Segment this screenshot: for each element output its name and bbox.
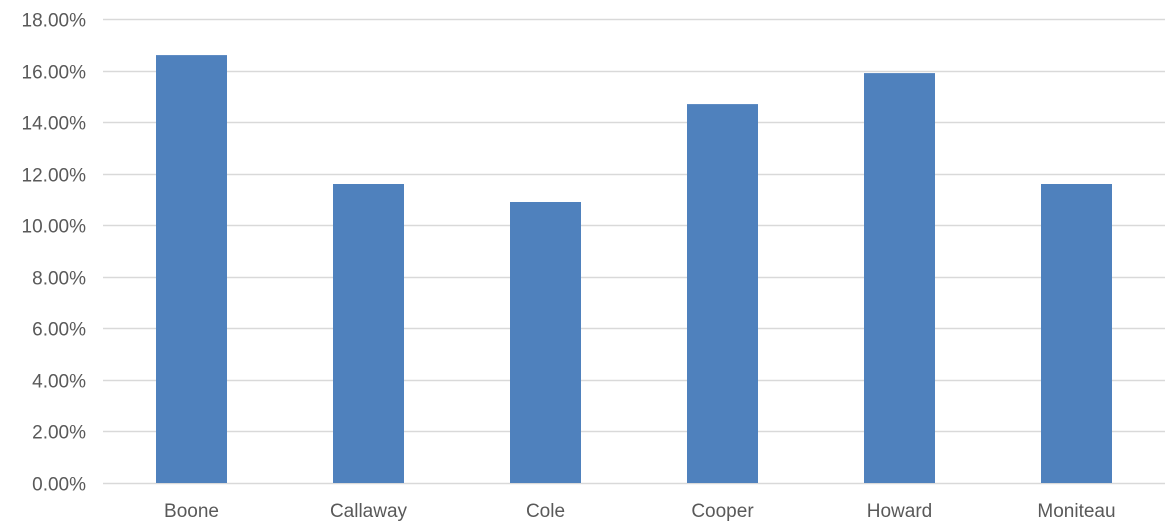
y-tick-label: 6.00% — [32, 320, 86, 341]
y-axis-tick-labels: 0.00% 2.00% 4.00% 6.00% 8.00% 10.00% 12.00% 14.… — [22, 11, 87, 496]
bar-boone — [156, 55, 227, 483]
bar-cole — [510, 202, 581, 483]
gridlines — [103, 18, 1165, 485]
bar-cooper — [687, 104, 758, 483]
bar-callaway — [333, 184, 404, 483]
x-category-label: Callaway — [330, 501, 408, 522]
y-tick-label: 2.00% — [32, 423, 86, 444]
y-tick-label: 14.00% — [22, 114, 87, 135]
y-tick-label: 18.00% — [22, 11, 87, 32]
y-tick-label: 0.00% — [32, 475, 86, 496]
bar-howard — [864, 73, 935, 483]
x-category-label: Boone — [164, 501, 219, 522]
bar-moniteau — [1041, 184, 1112, 483]
y-tick-label: 12.00% — [22, 166, 87, 187]
y-tick-label: 16.00% — [22, 63, 87, 84]
x-category-label: Cole — [526, 501, 565, 522]
y-tick-label: 8.00% — [32, 269, 86, 290]
x-category-label: Howard — [867, 501, 932, 522]
x-category-label: Cooper — [691, 501, 754, 522]
x-axis-category-labels: Boone Callaway Cole Cooper Howard Moniteau — [164, 501, 1116, 522]
x-category-label: Moniteau — [1037, 501, 1115, 522]
y-tick-label: 10.00% — [22, 217, 87, 238]
bars — [156, 55, 1112, 483]
y-tick-label: 4.00% — [32, 372, 86, 393]
